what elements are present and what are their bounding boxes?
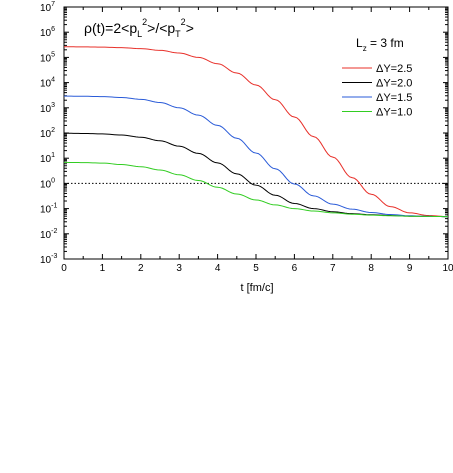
x-tick-label: 2	[138, 263, 144, 274]
x-tick-label: 7	[330, 263, 336, 274]
y-tick-label: 10-1	[40, 203, 57, 216]
x-axis-label: t [fm/c]	[241, 282, 274, 294]
legend-label-2: ΔY=1.5	[376, 92, 412, 104]
x-tick-label: 8	[368, 263, 374, 274]
y-tick-label: 10-3	[40, 253, 57, 266]
chart-legend: ΔY=2.5 ΔY=2.0 ΔY=1.5 ΔY=1.0	[342, 63, 412, 119]
x-tick-label: 9	[407, 263, 413, 274]
series-line-0	[63, 46, 449, 218]
x-tick-label: 1	[100, 263, 106, 274]
x-tick-label: 4	[215, 263, 221, 274]
chart-ticks: 0 1 2 3 4 5 6 7 8 9 10 10-3 10-2 10-1 100 101 102 103 104 1…	[40, 1, 453, 274]
series-lines	[63, 46, 449, 218]
x-tick-label: 3	[176, 263, 182, 274]
series-line-1	[63, 132, 449, 218]
y-tick-label: 107	[40, 1, 55, 14]
series-line-2	[64, 95, 449, 218]
lz-annotation: Lz = 3 fm	[356, 36, 404, 53]
x-tick-label: 6	[292, 263, 298, 274]
y-tick-label: 101	[40, 152, 55, 165]
y-tick-label: 10-2	[40, 228, 57, 241]
series-line-3	[63, 161, 449, 218]
x-tick-label: 5	[253, 263, 259, 274]
legend-label-1: ΔY=2.0	[376, 78, 412, 90]
x-tick-label: 0	[61, 263, 67, 274]
y-tick-label: 106	[40, 26, 55, 39]
legend-label-0: ΔY=2.5	[376, 63, 412, 75]
legend-label-3: ΔY=1.0	[376, 107, 412, 119]
y-tick-label: 105	[40, 51, 55, 64]
chart-formula-annotation: ρ(t)=2<pL2>/<pT2>	[84, 17, 194, 39]
y-tick-label: 103	[40, 102, 55, 115]
x-tick-label: 10	[442, 263, 453, 274]
y-tick-label: 102	[40, 127, 55, 140]
y-tick-label: 100	[40, 177, 55, 190]
y-tick-label: 104	[40, 77, 55, 90]
